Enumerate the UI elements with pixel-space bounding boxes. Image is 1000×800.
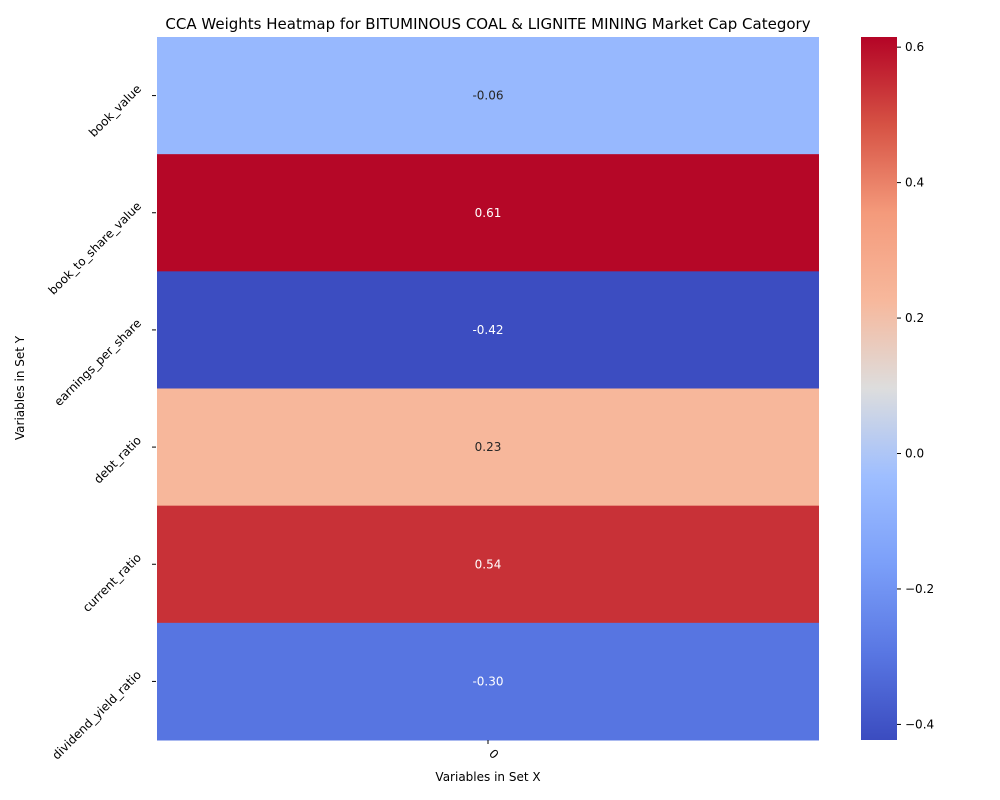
heatmap-cell — [157, 388, 819, 507]
colorbar-tick-label: 0.2 — [905, 311, 924, 325]
colorbar — [861, 37, 897, 740]
y-axis: book_value book_to_share_value earnings_pe… — [46, 82, 156, 763]
heatmap-cell — [157, 271, 819, 389]
cell-value-label: 0.61 — [475, 206, 502, 220]
colorbar-tick-label: −0.4 — [905, 717, 934, 731]
heatmap-cell — [157, 154, 819, 272]
cell-value-label: -0.06 — [472, 89, 503, 103]
heatmap-cells: -0.06 0.61 -0.42 0.23 0.54 -0.30 — [157, 37, 819, 741]
cell-value-label: -0.42 — [472, 323, 503, 337]
colorbar-tick-label: 0.4 — [905, 176, 924, 190]
x-axis-label: Variables in Set X — [435, 770, 540, 784]
y-tick-label: current_ratio — [80, 550, 144, 614]
colorbar-tick-label: 0.6 — [905, 40, 924, 54]
cell-value-label: 0.54 — [475, 557, 502, 571]
heatmap-cell — [157, 505, 819, 624]
heatmap-cell — [157, 622, 819, 741]
colorbar-axis: −0.4 −0.2 0.0 0.2 0.4 0.6 — [897, 40, 934, 731]
colorbar-tick-label: 0.0 — [905, 447, 924, 461]
x-axis: 0 — [486, 740, 501, 762]
heatmap-cell — [157, 37, 819, 155]
y-tick-label: earnings_per_share — [51, 316, 144, 409]
cell-value-label: 0.23 — [475, 440, 502, 454]
y-tick-label: book_to_share_value — [46, 199, 145, 298]
chart-title: CCA Weights Heatmap for BITUMINOUS COAL … — [165, 15, 810, 33]
cell-value-label: -0.30 — [472, 674, 503, 688]
colorbar-tick-label: −0.2 — [905, 582, 934, 596]
x-tick-label: 0 — [486, 747, 501, 762]
y-tick-label: debt_ratio — [91, 433, 144, 486]
y-tick-label: dividend_yield_ratio — [49, 668, 144, 763]
y-axis-label: Variables in Set Y — [13, 335, 27, 440]
y-tick-label: book_value — [86, 82, 144, 140]
